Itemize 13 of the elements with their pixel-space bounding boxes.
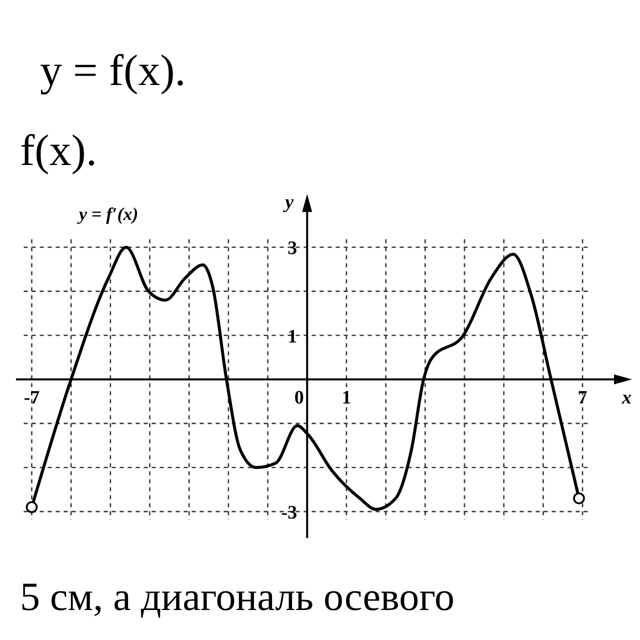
text: y = f(x). — [40, 46, 186, 95]
y-axis-title: y — [283, 192, 294, 213]
text: f(x). — [20, 126, 97, 175]
x-tick-label: 0 — [294, 387, 304, 408]
chart-title: y = f′(x) — [76, 204, 138, 224]
x-tick-label: 1 — [342, 387, 352, 408]
x-tick-label: 7 — [578, 387, 588, 408]
text: 5 см, а диагональ осевого — [20, 574, 454, 619]
y-tick-label: 1 — [288, 326, 298, 348]
y-tick-label: -3 — [281, 502, 298, 524]
x-axis-title: x — [621, 387, 632, 408]
x-tick-label: -7 — [24, 387, 40, 408]
y-tick-label: 3 — [288, 238, 298, 260]
